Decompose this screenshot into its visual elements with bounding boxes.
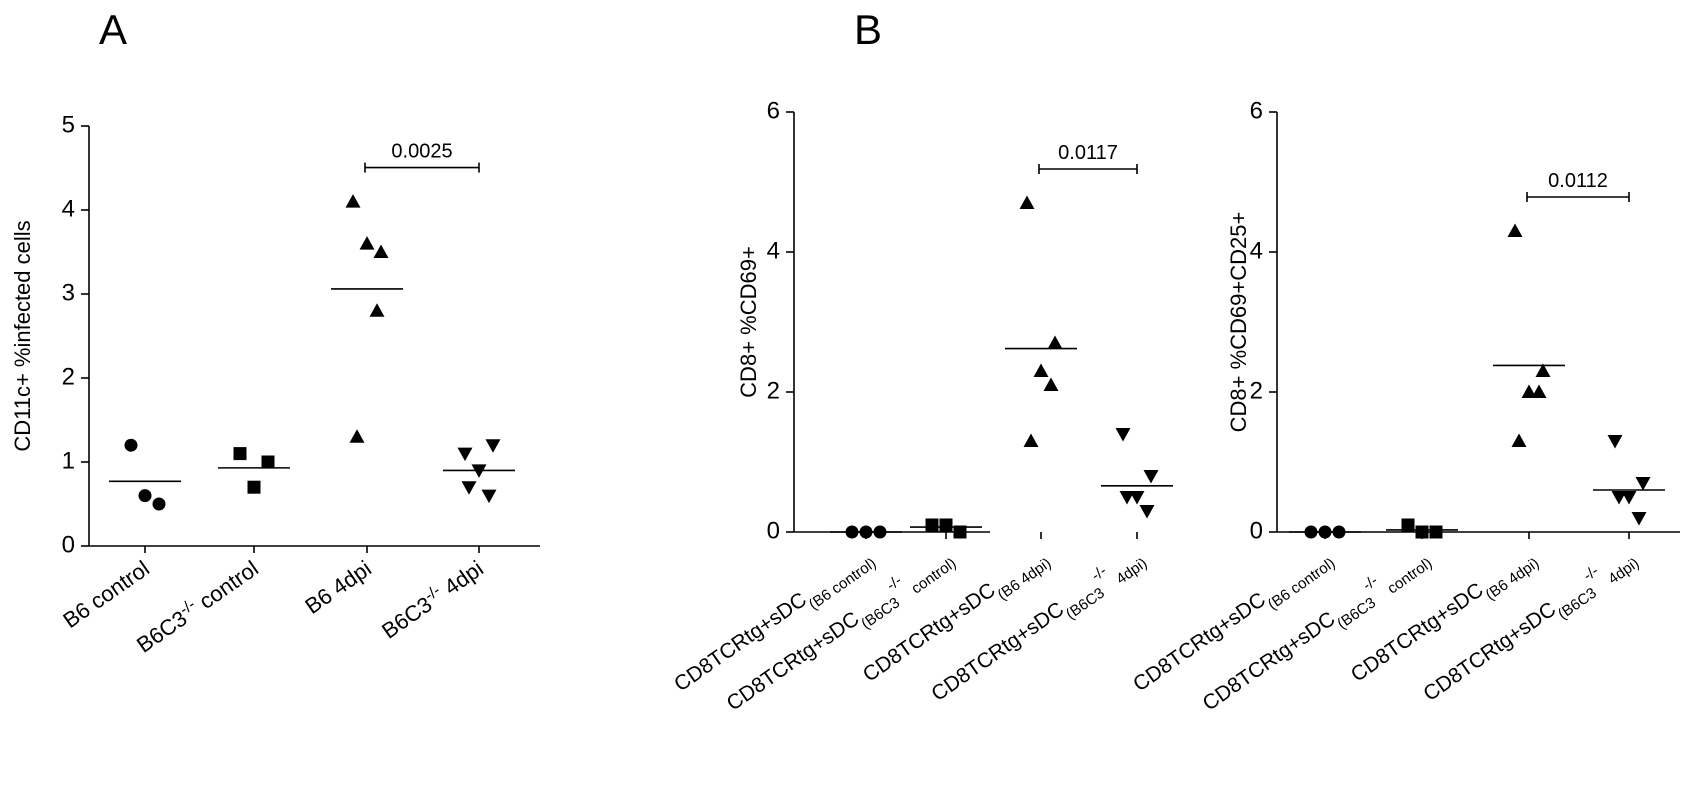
data-point <box>481 489 497 504</box>
data-point <box>359 236 375 250</box>
y-axis-label: CD8+ %CD69+CD25+ <box>1226 212 1251 433</box>
data-point <box>261 455 275 469</box>
data-point <box>939 518 953 532</box>
p-value: 0.0112 <box>1548 170 1608 192</box>
label-part: 4dpi) <box>1601 554 1642 590</box>
label-part: B6 4dpi <box>300 556 375 619</box>
data-point <box>152 497 166 511</box>
label-part: -/- <box>1580 562 1601 584</box>
data-point <box>1611 491 1627 505</box>
label-part: B6 control <box>58 556 153 633</box>
p-value: 0.0025 <box>391 141 452 163</box>
data-point <box>1033 363 1049 377</box>
data-point <box>1047 335 1063 349</box>
label-part: control <box>189 556 262 618</box>
label-part: (B6C3 <box>1063 584 1108 622</box>
x-tick-label: B6C3-/- control <box>131 554 263 657</box>
label-part: (B6 4dpi) <box>994 554 1054 603</box>
y-tick-label: 0 <box>767 517 780 544</box>
data-point <box>1507 223 1523 237</box>
data-point <box>373 244 389 258</box>
p-value: 0.0117 <box>1058 142 1118 164</box>
y-axis-label: CD8+ %CD69+ <box>736 246 761 398</box>
data-point <box>124 438 138 452</box>
y-tick-label: 0 <box>1250 517 1263 544</box>
data-point <box>1607 435 1623 449</box>
data-point <box>345 194 361 208</box>
data-point <box>349 429 365 443</box>
data-point <box>247 480 261 494</box>
data-point <box>1019 195 1035 209</box>
y-tick-label: 6 <box>767 97 780 124</box>
label-part: 4dpi) <box>1109 554 1150 590</box>
data-point <box>925 518 939 532</box>
data-point <box>1531 384 1547 398</box>
label-part: (B6C3 <box>858 594 903 632</box>
y-tick-label: 6 <box>1250 97 1263 124</box>
x-tick-label: B6C3-/- 4dpi <box>376 554 488 643</box>
data-point <box>233 447 247 461</box>
y-tick-label: 2 <box>62 363 75 390</box>
label-part: -/- <box>1359 572 1380 594</box>
y-axis-label: CD11c+ %infected cells <box>10 220 35 451</box>
panel-label: A <box>99 6 127 53</box>
y-tick-label: 5 <box>62 111 75 138</box>
data-point <box>1521 384 1537 398</box>
label-part: -/- <box>883 572 904 594</box>
data-point <box>369 303 385 317</box>
data-point <box>485 439 501 453</box>
data-point <box>1429 525 1443 539</box>
y-tick-label: 4 <box>62 195 75 222</box>
y-tick-label: 4 <box>767 237 780 264</box>
label-part: control) <box>1381 554 1435 599</box>
y-tick-label: 2 <box>767 377 780 404</box>
data-point <box>1143 470 1159 484</box>
data-point <box>1415 525 1429 539</box>
label-part: CD8TCRtg+sDC <box>670 588 811 696</box>
data-point <box>1621 491 1637 505</box>
label-part: control) <box>905 554 959 599</box>
data-point <box>1043 377 1059 391</box>
data-point <box>1115 428 1131 442</box>
label-part: (B6C3 <box>1555 584 1600 622</box>
y-tick-label: 1 <box>62 447 75 474</box>
y-tick-label: 4 <box>1250 237 1263 264</box>
data-point <box>1119 491 1135 505</box>
label-part: (B6 control) <box>1264 554 1338 613</box>
panel-label: B <box>854 6 882 53</box>
data-point <box>1129 491 1145 505</box>
data-point <box>1139 505 1155 519</box>
label-part: -/- <box>1088 562 1109 584</box>
data-point <box>1635 477 1651 491</box>
x-tick-label: B6 control <box>58 556 153 633</box>
data-point <box>1023 433 1039 447</box>
data-point <box>457 447 473 462</box>
label-part: (B6 control) <box>805 554 879 613</box>
data-point <box>461 481 477 495</box>
data-point <box>953 525 967 539</box>
y-tick-label: 3 <box>62 279 75 306</box>
y-tick-label: 2 <box>1250 377 1263 404</box>
label-part: CD8TCRtg+sDC <box>723 607 864 715</box>
y-tick-label: 0 <box>62 531 75 558</box>
data-point <box>1535 363 1551 377</box>
data-point <box>1511 433 1527 447</box>
label-part: (B6 4dpi) <box>1482 554 1542 603</box>
x-tick-label: B6 4dpi <box>300 556 375 619</box>
data-point <box>138 489 152 503</box>
data-point <box>1631 512 1647 526</box>
data-point <box>1401 518 1415 532</box>
label-part: (B6C3 <box>1334 594 1379 632</box>
